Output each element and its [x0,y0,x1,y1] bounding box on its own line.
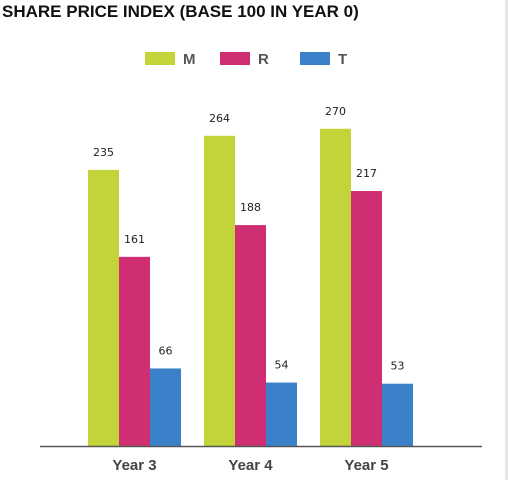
bar-m-year-5 [320,128,351,446]
x-tick-labels: Year 3 Year 4 Year 5 [112,457,388,474]
legend-swatch-t [300,52,330,65]
right-border [505,0,508,480]
data-label-m-year-4: 264 [209,112,230,125]
bar-t-year-3 [150,368,181,446]
legend-swatch-m [145,52,175,65]
data-label-m-year-3: 235 [93,146,114,159]
x-tick-year-4: Year 4 [228,457,273,474]
data-label-r-year-3: 161 [124,233,145,246]
legend-label-m: M [183,51,196,68]
bar-r-year-4 [235,225,266,446]
bar-t-year-4 [266,382,297,446]
data-label-r-year-4: 188 [240,201,261,214]
data-label-r-year-5: 217 [356,167,377,180]
value-labels-group: 235 161 66 264 188 54 270 217 53 [93,105,405,373]
bar-r-year-5 [351,191,382,446]
legend-label-r: R [258,51,269,68]
x-tick-year-5: Year 5 [344,457,388,474]
x-tick-year-3: Year 3 [112,457,156,474]
bar-m-year-3 [88,169,119,446]
data-label-t-year-3: 66 [159,344,173,357]
data-label-t-year-5: 53 [391,360,405,373]
bar-m-year-4 [204,135,235,447]
data-label-m-year-5: 270 [325,105,346,118]
data-label-t-year-4: 54 [275,359,289,372]
chart-title: SHARE PRICE INDEX (BASE 100 IN YEAR 0) [2,2,359,21]
bars-group [88,128,413,447]
legend-swatch-r [220,52,250,65]
bar-t-year-5 [382,383,413,446]
legend-label-t: T [338,51,347,68]
bar-r-year-3 [119,256,150,446]
